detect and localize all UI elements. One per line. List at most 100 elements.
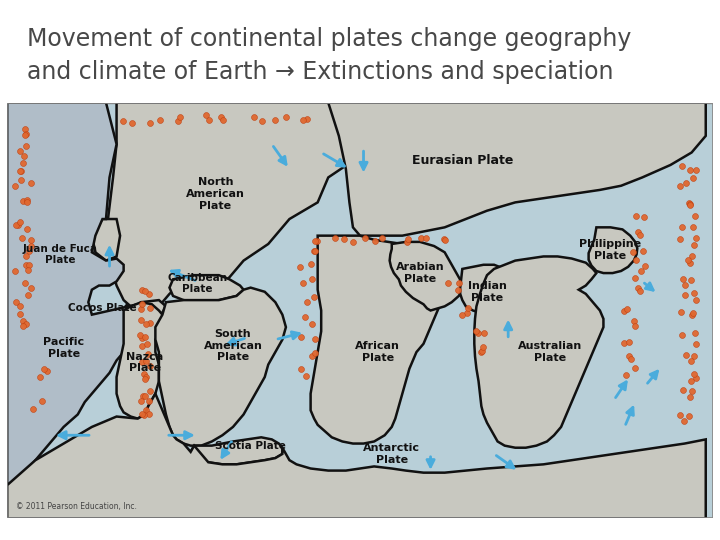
Point [22,195,33,204]
Point [295,365,307,374]
Point [687,386,698,395]
Point [144,387,156,396]
Text: Nazca
Plate: Nazca Plate [126,352,163,373]
Point [624,352,635,361]
Text: Movement of continental plates change geography
and climate of Earth → Extinctio: Movement of continental plates change ge… [27,27,631,84]
Point [690,339,702,348]
Point [678,416,690,425]
Point [142,339,153,348]
Point [297,116,309,125]
Text: Arabian
Plate: Arabian Plate [396,262,444,284]
Point [687,309,698,318]
Text: Cocos Plate: Cocos Plate [68,303,137,313]
Point [674,234,685,243]
Point [690,212,701,221]
Point [256,117,267,125]
Point [300,372,312,381]
Polygon shape [460,265,516,313]
Point [308,293,320,302]
Point [629,363,641,372]
Point [675,308,687,316]
Point [680,350,692,359]
Point [627,247,639,256]
Point [36,397,48,406]
Point [420,233,432,242]
Point [629,274,640,282]
Point [302,298,313,306]
Polygon shape [134,300,166,317]
Point [302,115,313,124]
Point [19,152,30,160]
Point [200,111,212,120]
Point [25,235,37,244]
Point [478,329,490,338]
Point [472,328,484,337]
Point [248,113,260,122]
Point [630,256,642,265]
Text: Eurasian Plate: Eurasian Plate [412,154,513,167]
Point [145,119,156,127]
Point [127,119,138,127]
Point [140,320,151,328]
Point [297,279,309,287]
Point [310,237,321,245]
Point [305,260,317,268]
Point [311,237,323,245]
Polygon shape [390,242,462,310]
Point [675,410,686,419]
Point [23,246,35,255]
Point [142,349,153,358]
Point [135,397,147,406]
Polygon shape [169,275,243,302]
Point [676,331,688,340]
Point [217,116,228,124]
Point [42,366,53,375]
Point [369,237,380,245]
Point [136,410,148,418]
Polygon shape [92,219,120,261]
Point [629,322,640,331]
Point [20,141,32,150]
Point [309,349,320,357]
Point [135,305,147,313]
Point [690,374,702,382]
Point [25,284,37,292]
Point [9,267,21,275]
Point [477,343,489,352]
Point [20,320,32,328]
Point [684,259,696,268]
Point [172,117,184,125]
Point [24,261,35,269]
Point [680,281,691,289]
Point [21,251,32,260]
Point [19,131,31,139]
Point [138,369,150,378]
Point [145,362,156,370]
Point [456,310,467,319]
Point [143,410,155,418]
Point [155,116,166,125]
Point [618,307,629,315]
Point [19,278,30,287]
Point [16,234,27,242]
Point [688,352,700,360]
Polygon shape [106,103,360,310]
Point [684,166,696,174]
Point [135,331,146,340]
Point [686,310,698,319]
Point [14,302,26,310]
Point [135,315,146,324]
Point [677,275,688,284]
Point [635,267,647,275]
Point [402,234,414,243]
Point [139,287,150,296]
Point [15,167,27,176]
Polygon shape [191,437,282,464]
Point [144,319,156,327]
Point [138,410,150,419]
Text: Antarctic
Plate: Antarctic Plate [364,443,420,465]
Point [137,358,148,367]
Point [686,251,698,260]
Text: Juan de Fuca
Plate: Juan de Fuca Plate [22,244,98,265]
Point [307,274,318,283]
